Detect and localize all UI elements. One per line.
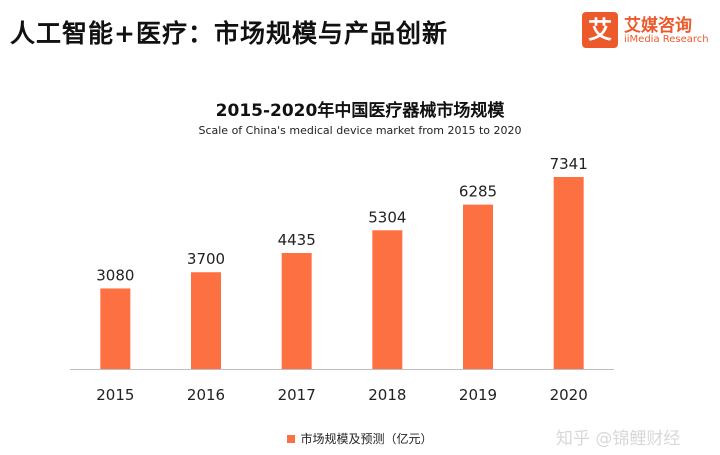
bar-2019 [463, 204, 493, 369]
data-label-2019: 6285 [459, 183, 497, 201]
bar-2018 [372, 230, 403, 369]
bar-2017 [281, 253, 312, 369]
data-label-2015: 3080 [96, 266, 134, 284]
x-tick-label-2016: 2016 [187, 386, 225, 404]
slide-title: 人工智能+医疗：市场规模与产品创新 [10, 19, 448, 48]
legend-label: 市场规模及预测（亿元） [300, 432, 433, 446]
x-tick-label-2015: 2015 [96, 386, 134, 404]
data-label-2016: 3700 [187, 250, 225, 268]
bar-2016 [191, 272, 221, 369]
bar-2015 [100, 288, 131, 369]
watermark: 知乎 @锦鲤财经 [556, 429, 681, 449]
x-tick-label-2020: 2020 [550, 386, 588, 404]
x-tick-label-2018: 2018 [368, 386, 406, 404]
data-label-2018: 5304 [368, 208, 406, 226]
x-tick-label-2019: 2019 [459, 386, 497, 404]
logo-name-en: iiMedia Research [624, 34, 709, 45]
x-tick-label-2017: 2017 [278, 386, 316, 404]
bar-2020 [553, 177, 584, 369]
data-label-2017: 4435 [278, 231, 316, 249]
logo-name-cn: 艾媒咨询 [624, 16, 692, 36]
logo-badge-icon: 艾 [582, 12, 618, 48]
chart-legend: 市场规模及预测（亿元） [0, 430, 720, 447]
legend-swatch [287, 435, 296, 443]
iimedia-logo: 艾 艾媒咨询 iiMedia Research [582, 12, 720, 52]
chart-subtitle: Scale of China's medical device market f… [198, 124, 522, 137]
chart-title: 2015-2020年中国医疗器械市场规模 [215, 101, 505, 121]
data-label-2020: 7341 [550, 155, 588, 173]
